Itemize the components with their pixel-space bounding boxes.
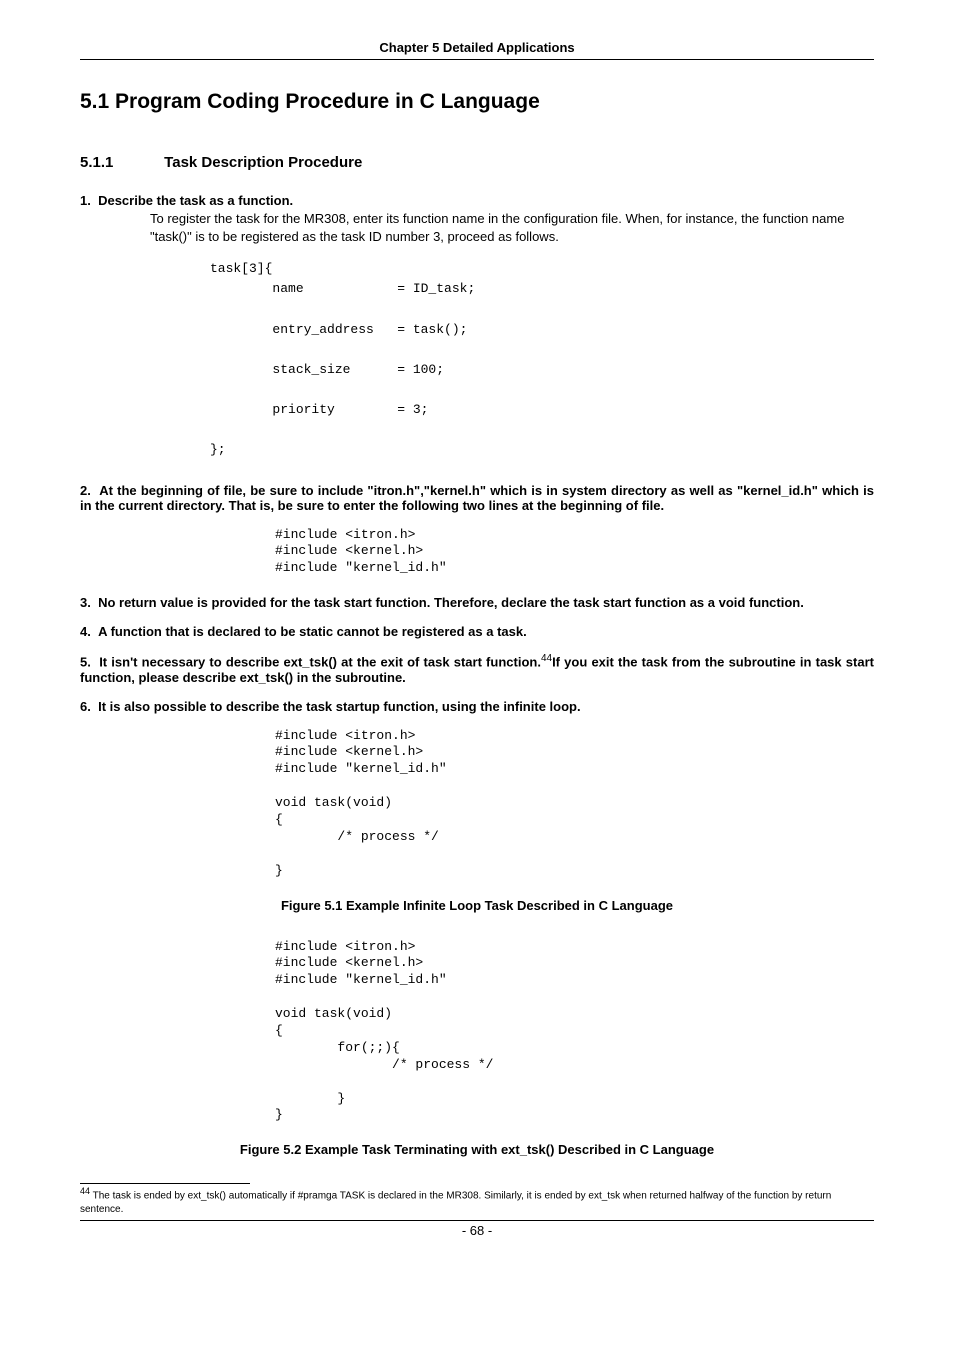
item-number: 3. <box>80 595 91 610</box>
item-title: Describe the task as a function. <box>98 193 293 208</box>
list-item-2: 2. At the beginning of file, be sure to … <box>80 483 874 513</box>
chapter-header: Chapter 5 Detailed Applications <box>80 40 874 60</box>
list-item-5: 5. It isn't necessary to describe ext_ts… <box>80 653 874 684</box>
item-number: 1. <box>80 193 91 208</box>
item-body: To register the task for the MR308, ente… <box>150 210 874 245</box>
subsection-number: 5.1.1 <box>80 154 160 171</box>
item-number: 5. <box>80 655 91 670</box>
footnote-separator <box>80 1183 250 1184</box>
code-block-includes: #include <itron.h> #include <kernel.h> #… <box>275 527 874 578</box>
item-number: 4. <box>80 624 91 639</box>
footnote-text: The task is ended by ext_tsk() automatic… <box>80 1191 831 1215</box>
item-number: 2. <box>80 483 91 498</box>
item-title: It is also possible to describe the task… <box>98 699 581 714</box>
item-title: No return value is provided for the task… <box>98 595 804 610</box>
code-block-example-1: #include <itron.h> #include <kernel.h> #… <box>275 728 874 880</box>
footnote: 44 The task is ended by ext_tsk() automa… <box>80 1186 874 1215</box>
subsection-heading: 5.1.1 Task Description Procedure <box>80 154 874 171</box>
list-item-3: 3. No return value is provided for the t… <box>80 595 874 610</box>
subsection-title: Task Description Procedure <box>164 154 362 171</box>
page-number: - 68 - <box>80 1223 874 1238</box>
footnote-ref: 44 <box>541 653 552 664</box>
page-rule <box>80 1220 874 1221</box>
footnote-number: 44 <box>80 1186 90 1196</box>
figure-caption-2: Figure 5.2 Example Task Terminating with… <box>80 1142 874 1157</box>
list-item-4: 4. A function that is declared to be sta… <box>80 624 874 639</box>
section-heading: 5.1 Program Coding Procedure in C Langua… <box>80 90 874 114</box>
code-block-task-config: task[3]{ name = ID_task; entry_address =… <box>210 259 874 460</box>
item-title-part-a: It isn't necessary to describe ext_tsk()… <box>99 655 541 670</box>
item-title: At the beginning of file, be sure to inc… <box>80 483 874 513</box>
list-item-6: 6. It is also possible to describe the t… <box>80 699 874 714</box>
item-title: A function that is declared to be static… <box>98 624 527 639</box>
figure-caption-1: Figure 5.1 Example Infinite Loop Task De… <box>80 898 874 913</box>
item-number: 6. <box>80 699 91 714</box>
code-block-example-2: #include <itron.h> #include <kernel.h> #… <box>275 939 874 1125</box>
list-item-1: 1. Describe the task as a function. To r… <box>80 193 874 245</box>
